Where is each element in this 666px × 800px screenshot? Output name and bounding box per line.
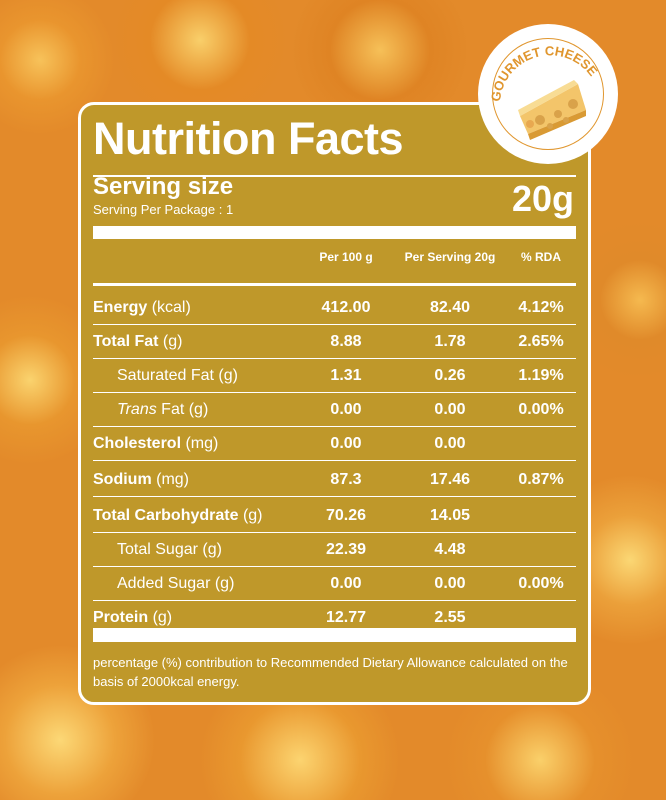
thick-divider [93,628,576,642]
value-rda: 0.00% [518,401,564,418]
value-per100: 0.00 [330,435,362,452]
nutrient-unit: (mg) [151,471,189,488]
nutrient-label: Total Carbohydrate (g) [93,507,263,525]
nutrient-row: Cholesterol (mg) 0.00 0.00 [93,427,576,461]
value-per100: 22.39 [325,541,367,558]
nutrient-row: Total Carbohydrate (g) 70.26 14.05 [93,499,576,533]
nutrient-label: Protein (g) [93,609,172,627]
nutrient-row: Energy (kcal) 412.00 82.40 4.12% [93,291,576,325]
nutrient-name: Total Carbohydrate [93,507,239,524]
value-per-serving: 14.05 [429,507,471,524]
row-divider [93,358,576,359]
nutrient-name: Total Fat [93,333,159,350]
divider [93,283,576,286]
serving-size-label: Serving size [93,173,234,200]
col-header-per100: Per 100 g [319,250,373,264]
nutrient-name: Saturated Fat [117,367,214,384]
nutrient-name: Total Sugar [117,541,198,558]
nutrient-label: Sodium (mg) [93,471,189,489]
value-per100: 8.88 [330,333,362,350]
nutrient-name: Added Sugar [117,575,211,592]
nutrient-name: Protein [93,609,149,626]
title: Nutrition Facts [93,113,404,164]
row-divider [93,532,576,533]
nutrient-unit: (g) [197,541,222,558]
nutrient-row: Added Sugar (g) 0.00 0.00 0.00% [93,567,576,601]
value-per100: 412.00 [321,299,371,316]
nutrient-name: Trans [117,401,157,418]
value-per100: 87.3 [330,471,362,488]
nutrient-label: Saturated Fat (g) [117,367,238,385]
value-per-serving: 4.48 [434,541,466,558]
badge-text: GOURMET CHEESE [488,43,601,140]
value-per100: 0.00 [330,575,362,592]
nutrient-label: Cholesterol (mg) [93,435,218,453]
cheese-icon [518,80,586,140]
nutrient-unit: Fat (g) [156,401,209,418]
row-divider [93,566,576,567]
nutrient-unit: (mg) [181,435,219,452]
nutrient-label: Added Sugar (g) [117,575,234,593]
value-rda: 4.12% [518,299,564,316]
nutrient-unit: (g) [210,575,235,592]
value-per100: 1.31 [330,367,362,384]
serving-size-value: 20g [511,178,574,219]
thick-divider [93,226,576,239]
row-divider [93,496,576,497]
value-per-serving: 82.40 [429,299,471,316]
col-header-serving: Per Serving 20g [404,250,496,264]
value-rda: 0.87% [518,471,564,488]
col-header-rda: % RDA [520,250,561,264]
nutrient-row: Total Fat (g) 8.88 1.78 2.65% [93,325,576,359]
nutrient-row: Sodium (mg) 87.3 17.46 0.87% [93,463,576,497]
value-per-serving: 0.00 [434,575,466,592]
svg-text:GOURMET CHEESE: GOURMET CHEESE [488,43,601,102]
value-per100: 0.00 [330,401,362,418]
nutrition-facts-panel: Nutrition Facts Serving size Serving Per… [78,102,591,705]
nutrient-row: Total Sugar (g) 22.39 4.48 [93,533,576,567]
value-per-serving: 0.00 [434,435,466,452]
value-per-serving: 0.00 [434,401,466,418]
row-divider [93,392,576,393]
value-per-serving: 1.78 [434,333,466,350]
nutrient-row: Saturated Fat (g) 1.31 0.26 1.19% [93,359,576,393]
nutrient-label: Total Sugar (g) [117,541,222,559]
nutrient-unit: (kcal) [147,299,191,316]
value-per100: 70.26 [325,507,367,524]
row-divider [93,600,576,601]
nutrient-label: Energy (kcal) [93,299,191,317]
footnote: percentage (%) contribution to Recommend… [93,655,568,689]
nutrient-name: Energy [93,299,148,316]
nutrient-unit: (g) [213,367,238,384]
value-per100: 12.77 [325,609,367,626]
serving-per-package: Serving Per Package : 1 [93,202,234,217]
row-divider [93,460,576,461]
gourmet-cheese-badge: GOURMET CHEESE [478,24,618,164]
value-rda: 0.00% [518,575,564,592]
nutrient-unit: (g) [238,507,263,524]
value-rda: 2.65% [518,333,564,350]
nutrient-row: Trans Fat (g) 0.00 0.00 0.00% [93,393,576,427]
nutrient-label: Trans Fat (g) [117,401,208,419]
divider [93,175,576,177]
nutrient-unit: (g) [148,609,173,626]
nutrient-name: Cholesterol [93,435,182,452]
value-rda: 1.19% [518,367,564,384]
nutrient-unit: (g) [158,333,183,350]
value-per-serving: 17.46 [429,471,471,488]
row-divider [93,426,576,427]
nutrient-name: Sodium [93,471,152,488]
value-per-serving: 0.26 [434,367,466,384]
row-divider [93,324,576,325]
nutrient-row: Protein (g) 12.77 2.55 [93,601,576,635]
value-per-serving: 2.55 [434,609,466,626]
nutrient-label: Total Fat (g) [93,333,182,351]
